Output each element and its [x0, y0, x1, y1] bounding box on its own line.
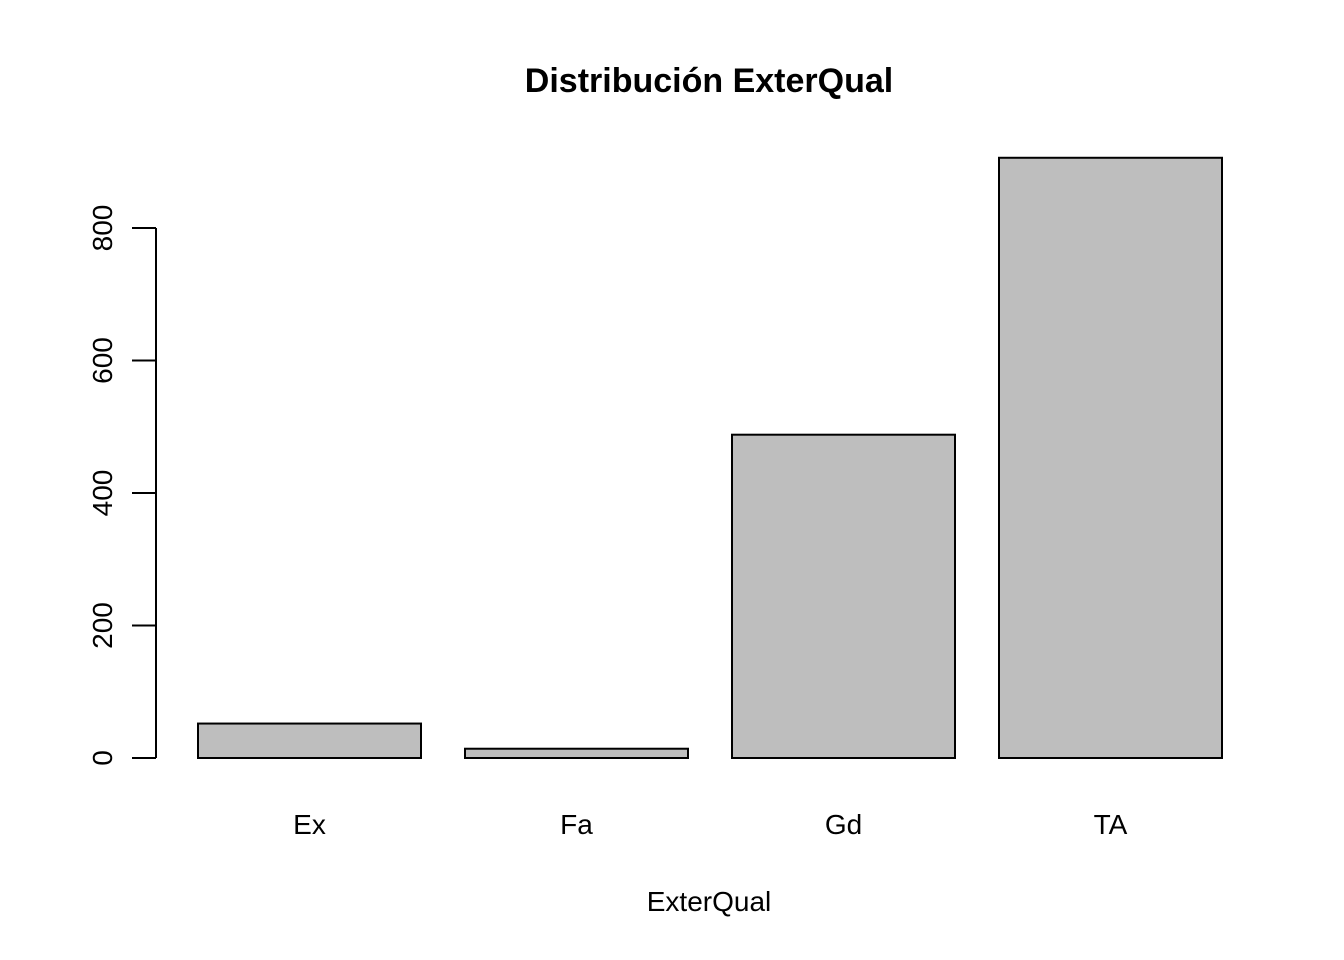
y-tick-label-0: 0 — [87, 750, 118, 766]
x-tick-label-gd: Gd — [825, 809, 862, 840]
bar-gd — [731, 433, 956, 759]
x-tick-label-ex: Ex — [293, 809, 326, 840]
y-tick-label-600: 600 — [87, 337, 118, 384]
bar-ta — [998, 156, 1223, 759]
x-tick-label-fa: Fa — [560, 809, 593, 840]
bar-fa — [464, 747, 689, 759]
chart-title: Distribución ExterQual — [525, 62, 893, 100]
y-axis: 0 200 400 600 800 — [87, 205, 157, 766]
y-tick-label-400: 400 — [87, 470, 118, 517]
bar-ex — [197, 722, 422, 759]
x-axis-labels: Ex Fa Gd TA — [293, 809, 1128, 840]
y-tick-label-800: 800 — [87, 205, 118, 252]
y-tick-label-200: 200 — [87, 602, 118, 649]
x-axis-title: ExterQual — [647, 886, 772, 917]
bars-layer — [197, 156, 1223, 759]
x-tick-label-ta: TA — [1094, 809, 1128, 840]
